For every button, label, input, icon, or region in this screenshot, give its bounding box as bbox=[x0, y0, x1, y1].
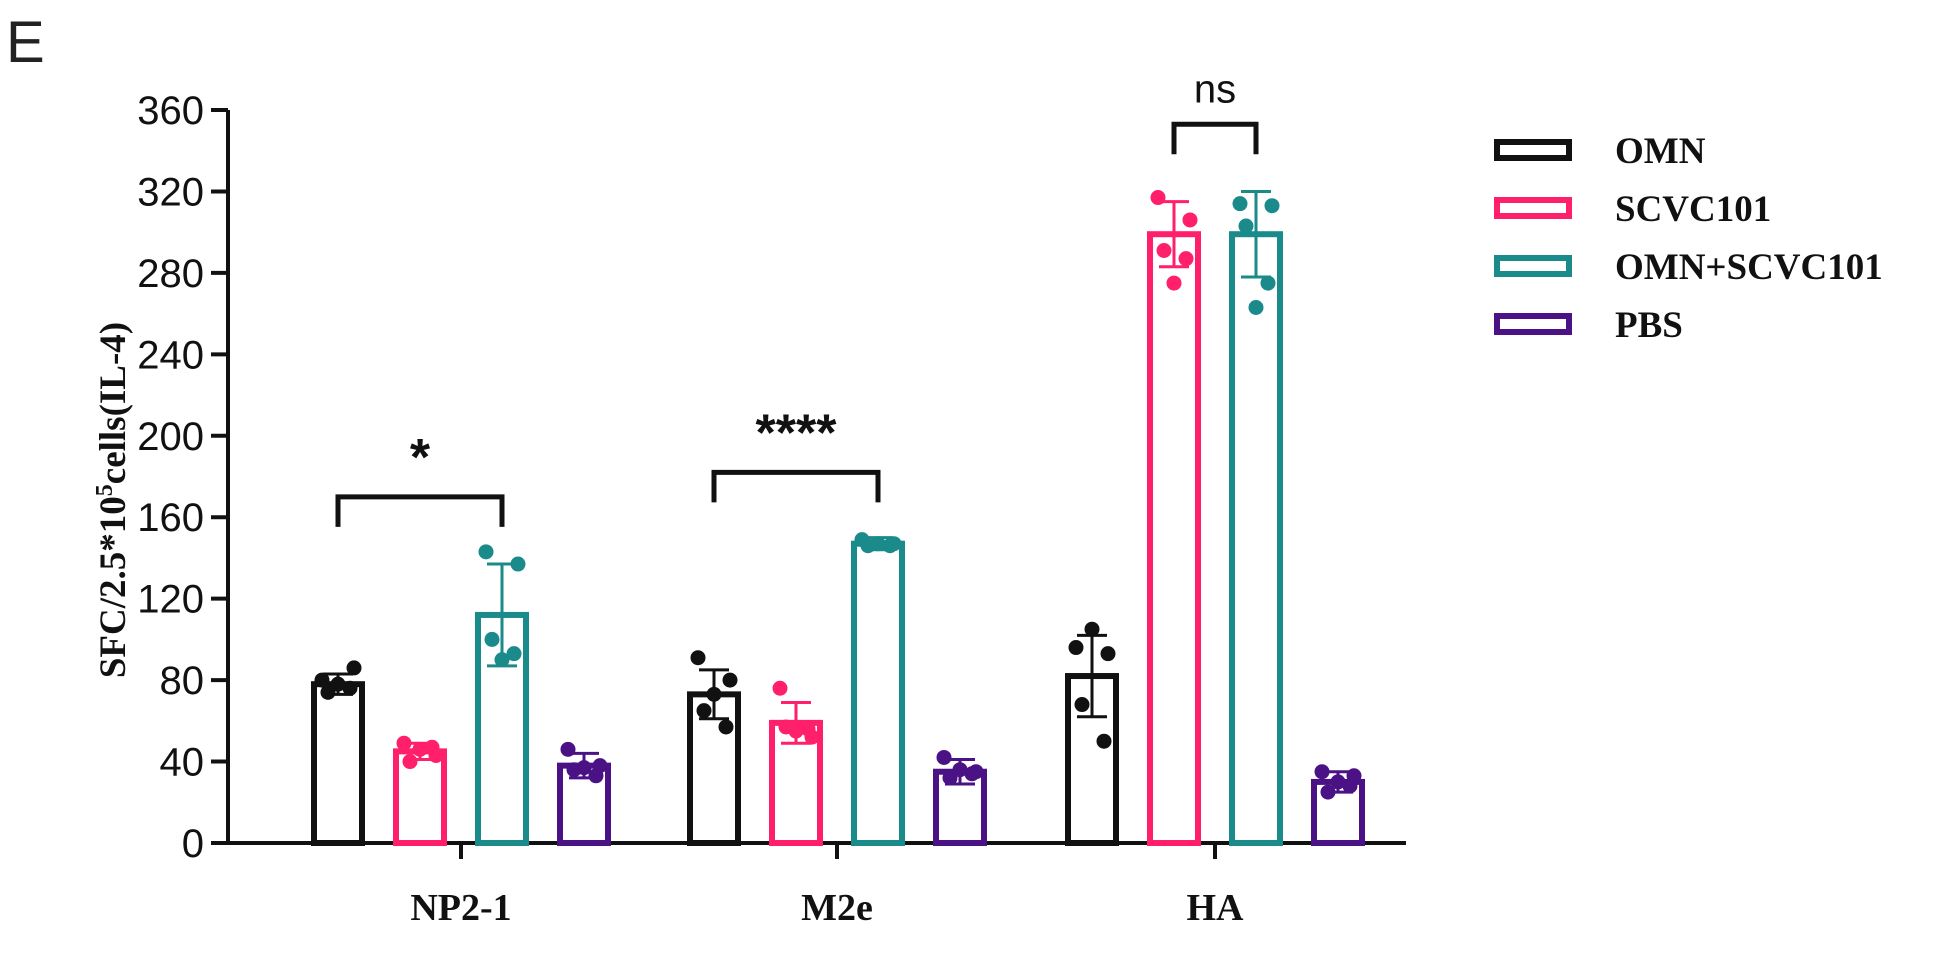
data-point bbox=[330, 676, 346, 692]
data-point bbox=[942, 770, 958, 786]
y-tick-label: 200 bbox=[137, 415, 204, 459]
data-point bbox=[1314, 764, 1330, 780]
data-point bbox=[1182, 212, 1198, 228]
y-axis-title-sup: 5 bbox=[92, 484, 118, 496]
significance-bracket bbox=[1171, 121, 1259, 155]
legend-label: OMN bbox=[1615, 131, 1706, 172]
y-tick-label: 360 bbox=[137, 89, 204, 133]
significance-label: **** bbox=[756, 404, 838, 462]
data-point bbox=[576, 760, 592, 776]
data-point bbox=[1342, 778, 1358, 794]
bar bbox=[851, 540, 905, 846]
bar bbox=[393, 748, 447, 846]
axes: 0 40 80 120 160 200 240 280 320 360 NP2-1 M2e HA bbox=[137, 89, 1406, 929]
data-point bbox=[402, 754, 418, 770]
data-point bbox=[1320, 784, 1336, 800]
y-tick-label: 40 bbox=[160, 741, 205, 785]
data-point bbox=[1330, 774, 1346, 790]
y-tick-label: 280 bbox=[137, 252, 204, 296]
data-point bbox=[788, 723, 804, 739]
legend: OMN SCVC101 OMN+SCVC101 PBS bbox=[1494, 131, 1883, 346]
data-point bbox=[588, 768, 604, 784]
y-axis-title-rest: cells(IL-4) bbox=[93, 322, 134, 484]
data-point bbox=[1248, 300, 1264, 316]
data-point bbox=[346, 660, 362, 676]
data-point bbox=[1260, 275, 1276, 291]
data-point bbox=[1166, 275, 1182, 291]
data-point bbox=[870, 536, 886, 552]
bar bbox=[311, 681, 365, 847]
data-point bbox=[320, 684, 336, 700]
y-tick-label: 0 bbox=[182, 822, 204, 866]
legend-swatch bbox=[1494, 197, 1572, 219]
data-point bbox=[478, 544, 494, 560]
data-point bbox=[1232, 196, 1248, 212]
data-point bbox=[772, 680, 788, 696]
y-tick-label: 160 bbox=[137, 496, 204, 540]
legend-swatch bbox=[1494, 139, 1572, 161]
data-point bbox=[396, 735, 412, 751]
data-point bbox=[314, 672, 330, 688]
significance-bracket bbox=[335, 494, 505, 527]
legend-label: PBS bbox=[1615, 305, 1683, 346]
y-axis-title: SFC/2.5*105cells(IL-4) bbox=[92, 322, 134, 678]
legend-swatch bbox=[1494, 255, 1572, 277]
data-point bbox=[1068, 640, 1084, 656]
data-point bbox=[1238, 218, 1254, 234]
data-point bbox=[1096, 733, 1112, 749]
data-point bbox=[494, 652, 510, 668]
data-point bbox=[706, 686, 722, 702]
significance-label: * bbox=[410, 429, 431, 487]
legend-swatch bbox=[1494, 313, 1572, 335]
legend-label: OMN+SCVC101 bbox=[1615, 247, 1883, 288]
data-point bbox=[1178, 251, 1194, 267]
significance-annotations: * ****ns bbox=[335, 67, 1259, 527]
x-tick-label: HA bbox=[1187, 887, 1245, 929]
data-point bbox=[342, 680, 358, 696]
data-point bbox=[1084, 621, 1100, 637]
data-point bbox=[1074, 697, 1090, 713]
data-point bbox=[696, 703, 712, 719]
y-tick-label: 240 bbox=[137, 333, 204, 377]
bar bbox=[1147, 231, 1201, 847]
data-point bbox=[936, 749, 952, 765]
data-point bbox=[1150, 190, 1166, 206]
legend-label: SCVC101 bbox=[1615, 189, 1771, 230]
data-point bbox=[412, 741, 428, 757]
bars bbox=[311, 189, 1365, 847]
data-point bbox=[800, 721, 816, 737]
data-point bbox=[882, 538, 898, 554]
data-point bbox=[510, 556, 526, 572]
data-point bbox=[722, 672, 738, 688]
significance-bracket bbox=[711, 469, 881, 503]
data-points bbox=[314, 190, 1362, 800]
x-tick-label: M2e bbox=[801, 887, 873, 929]
bar bbox=[1229, 231, 1283, 847]
x-tick-label: NP2-1 bbox=[410, 887, 511, 929]
y-axis-title-main: SFC/2.5*10 bbox=[93, 496, 134, 678]
y-tick-label: 80 bbox=[160, 659, 205, 703]
significance-label: ns bbox=[1194, 67, 1236, 111]
panel-label: E bbox=[6, 10, 45, 75]
data-point bbox=[1264, 198, 1280, 214]
data-point bbox=[690, 650, 706, 666]
data-point bbox=[952, 762, 968, 778]
data-point bbox=[718, 719, 734, 735]
data-point bbox=[484, 631, 500, 647]
data-point bbox=[1100, 646, 1116, 662]
y-tick-label: 120 bbox=[137, 578, 204, 622]
data-point bbox=[424, 739, 440, 755]
data-point bbox=[964, 766, 980, 782]
data-point bbox=[506, 646, 522, 662]
data-point bbox=[560, 741, 576, 757]
y-tick-label: 320 bbox=[137, 170, 204, 214]
data-point bbox=[1156, 242, 1172, 258]
